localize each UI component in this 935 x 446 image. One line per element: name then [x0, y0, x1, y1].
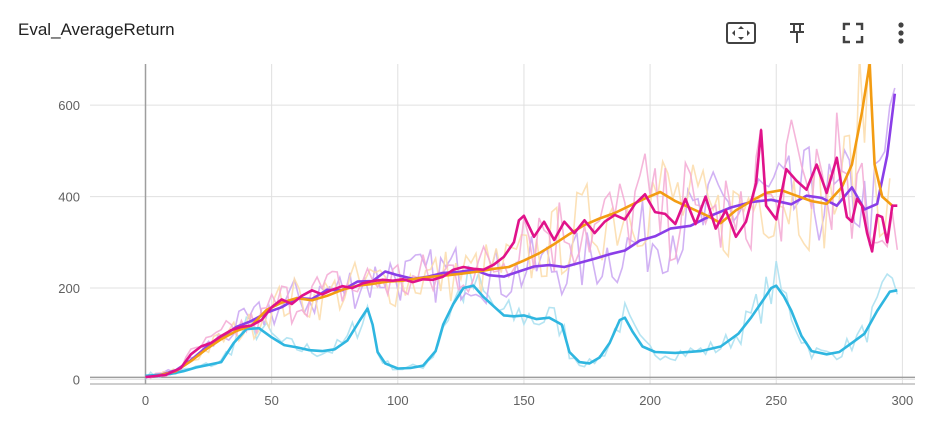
x-tick-label: 50 [264, 393, 278, 408]
x-tick-label: 0 [142, 393, 149, 408]
series-line [157, 64, 894, 378]
fullscreen-icon [842, 22, 864, 44]
fullscreen-button[interactable] [825, 16, 881, 50]
y-tick-label: 400 [58, 190, 80, 205]
chart-title: Eval_AverageReturn [18, 20, 175, 39]
raw-series-line [145, 112, 899, 380]
more-options-button[interactable] [881, 16, 921, 50]
fit-to-data-icon [726, 22, 756, 44]
y-tick-label: 200 [58, 281, 80, 296]
x-tick-labels: 0 50 100 150 200 250 300 [142, 393, 913, 408]
y-tick-labels: 0 200 400 600 [58, 98, 80, 387]
x-tick-label: 300 [892, 393, 914, 408]
series-line [145, 284, 898, 378]
more-vert-icon [898, 22, 904, 44]
axes [90, 64, 915, 385]
pin-button[interactable] [769, 16, 825, 50]
y-tick-label: 600 [58, 98, 80, 113]
card-toolbar [713, 16, 921, 50]
x-tick-label: 150 [513, 393, 535, 408]
pin-icon [790, 23, 804, 43]
series-line [145, 129, 898, 379]
smoothed-series-group [145, 64, 898, 379]
series-line [157, 93, 897, 378]
x-tick-label: 200 [639, 393, 661, 408]
x-tick-label: 100 [387, 393, 409, 408]
fit-to-data-button[interactable] [713, 16, 769, 50]
y-tick-label: 0 [73, 372, 80, 387]
x-tick-label: 250 [765, 393, 787, 408]
